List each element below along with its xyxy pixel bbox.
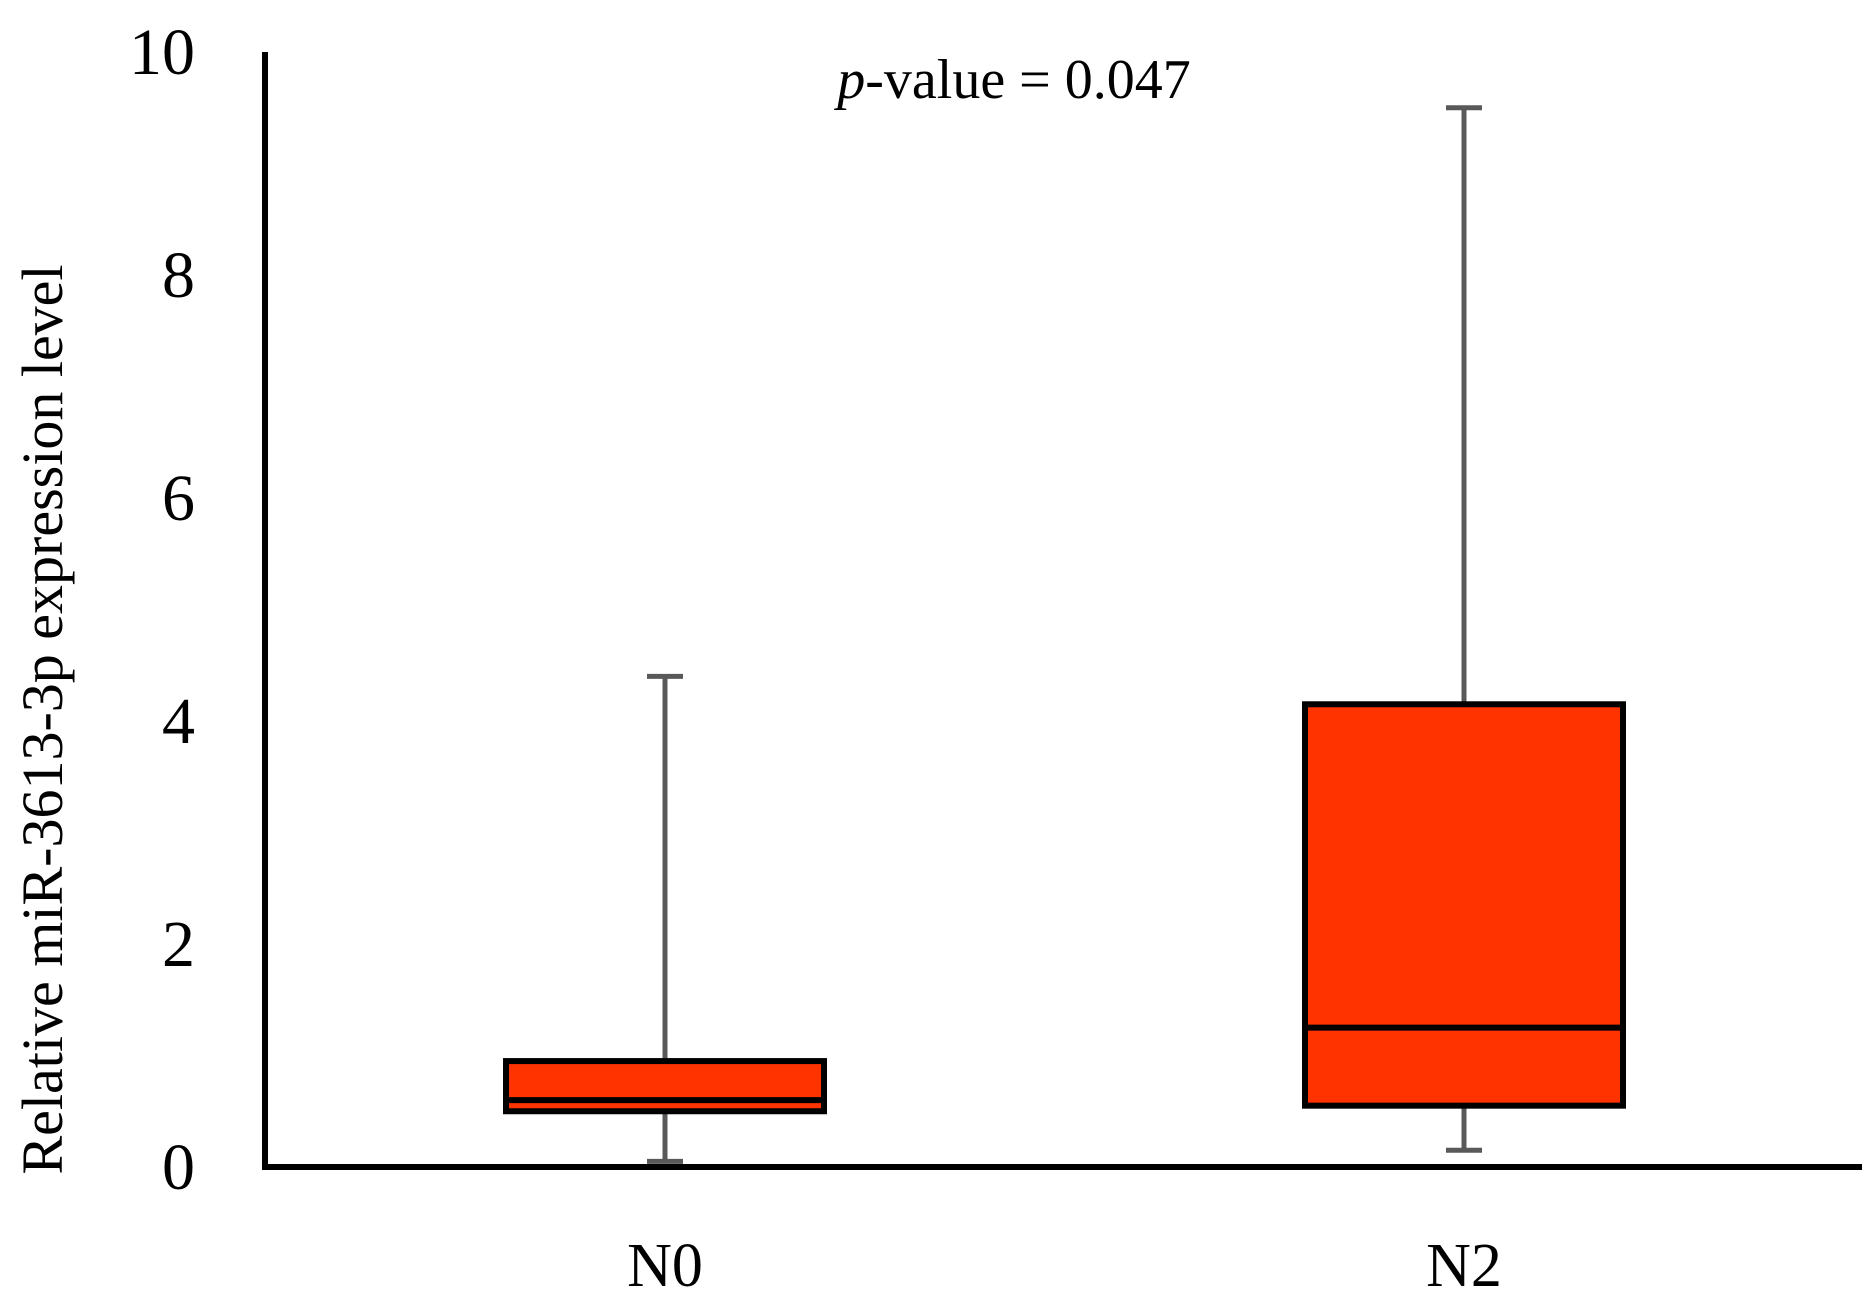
- y-tick-label: 10: [129, 16, 195, 89]
- x-category-labels: N0 N2: [627, 1232, 1502, 1299]
- box-n0: [503, 673, 827, 1164]
- x-category-label: N2: [1426, 1232, 1502, 1299]
- p-value-italic-p: p: [833, 49, 865, 111]
- y-axis-title: Relative miR-3613-3p expression level: [10, 264, 75, 1174]
- box-n2: [1302, 105, 1626, 1153]
- box-series: [503, 105, 1626, 1164]
- y-tick-labels: 0 2 4 6 8 10: [129, 16, 195, 1204]
- x-category-label: N0: [627, 1232, 703, 1299]
- y-tick-label: 0: [162, 1131, 195, 1204]
- y-tick-label: 4: [162, 685, 195, 758]
- box-iqr: [1302, 701, 1626, 1109]
- y-tick-label: 2: [162, 908, 195, 981]
- p-value-annotation: p-value = 0.047: [833, 49, 1191, 111]
- p-value-text: -value = 0.047: [865, 49, 1191, 111]
- box-iqr: [503, 1058, 827, 1115]
- y-tick-label: 6: [162, 462, 195, 535]
- y-tick-label: 8: [162, 239, 195, 312]
- axes: [262, 52, 1862, 1170]
